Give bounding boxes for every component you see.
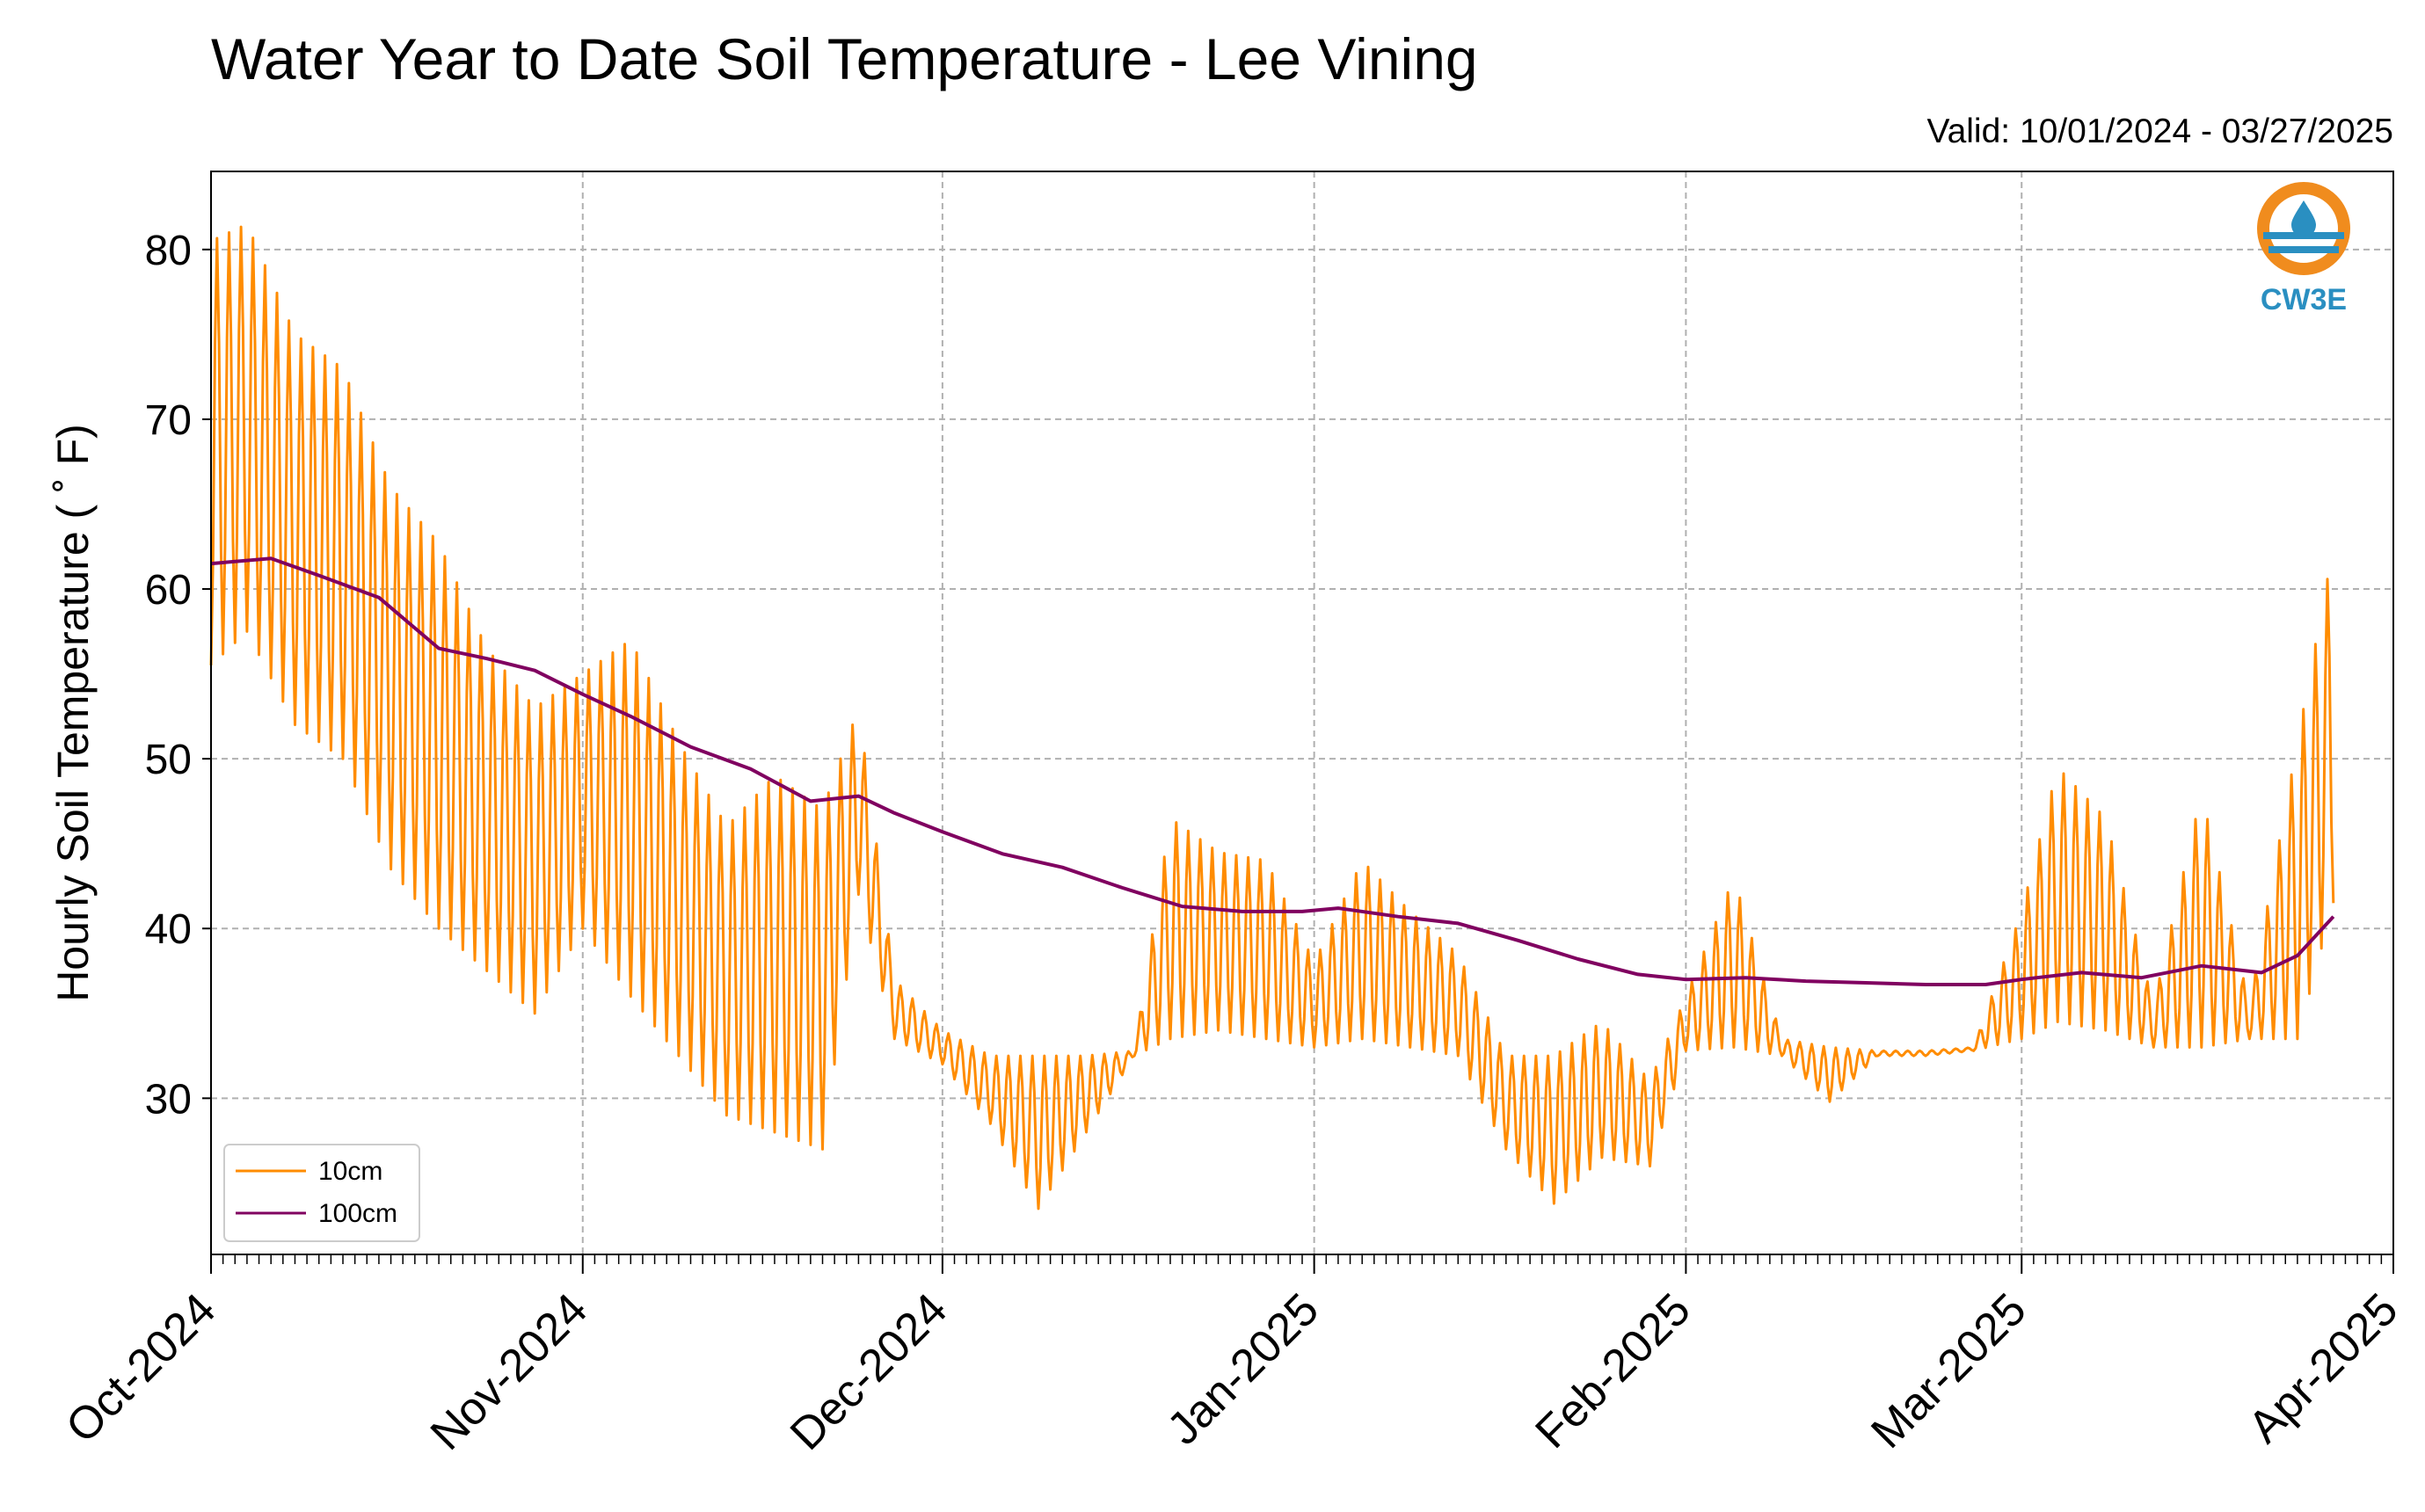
x-tick-label: Apr-2025	[2239, 1283, 2407, 1452]
logo-ring	[2257, 182, 2350, 275]
y-axis-label: Hourly Soil Temperature ( ˚ F)	[48, 424, 98, 1002]
y-tick-label: 50	[145, 737, 192, 783]
x-tick-label: Jan-2025	[1158, 1283, 1329, 1454]
chart-subtitle: Valid: 10/01/2024 - 03/27/2025	[1926, 113, 2393, 150]
legend-label-10cm: 10cm	[318, 1157, 382, 1186]
cw3e-logo: CW3E	[2257, 182, 2350, 316]
y-tick-label: 60	[145, 567, 192, 614]
legend-label-100cm: 100cm	[318, 1199, 397, 1228]
chart-title: Water Year to Date Soil Temperature - Le…	[211, 26, 1478, 91]
axes: 30 40 50 60 70 80 Oct-2024 Nov-2024 Dec-2024 Jan-…	[56, 228, 2407, 1460]
x-tick-label: Mar-2025	[1861, 1283, 2035, 1457]
x-tick-label: Dec-2024	[781, 1283, 957, 1459]
y-tick-label: 40	[145, 906, 192, 953]
logo-text: CW3E	[2261, 283, 2347, 316]
series-10cm-line	[209, 225, 2335, 1210]
plot-frame	[210, 171, 2394, 1255]
legend-box	[223, 1144, 420, 1242]
series-100cm-line	[210, 556, 2335, 986]
legend: 10cm 100cm	[223, 1144, 420, 1242]
y-tick-label: 30	[145, 1076, 192, 1123]
y-tick-label: 80	[145, 228, 192, 274]
grid	[210, 171, 2394, 1254]
plot-lines	[209, 225, 2335, 1210]
logo-waves-2	[2268, 246, 2339, 253]
water-drop-icon	[2291, 200, 2316, 237]
x-tick-label: Nov-2024	[421, 1283, 597, 1459]
y-tick-label: 70	[145, 397, 192, 444]
x-tick-label: Feb-2025	[1526, 1283, 1700, 1457]
x-tick-label: Oct-2024	[56, 1283, 225, 1452]
